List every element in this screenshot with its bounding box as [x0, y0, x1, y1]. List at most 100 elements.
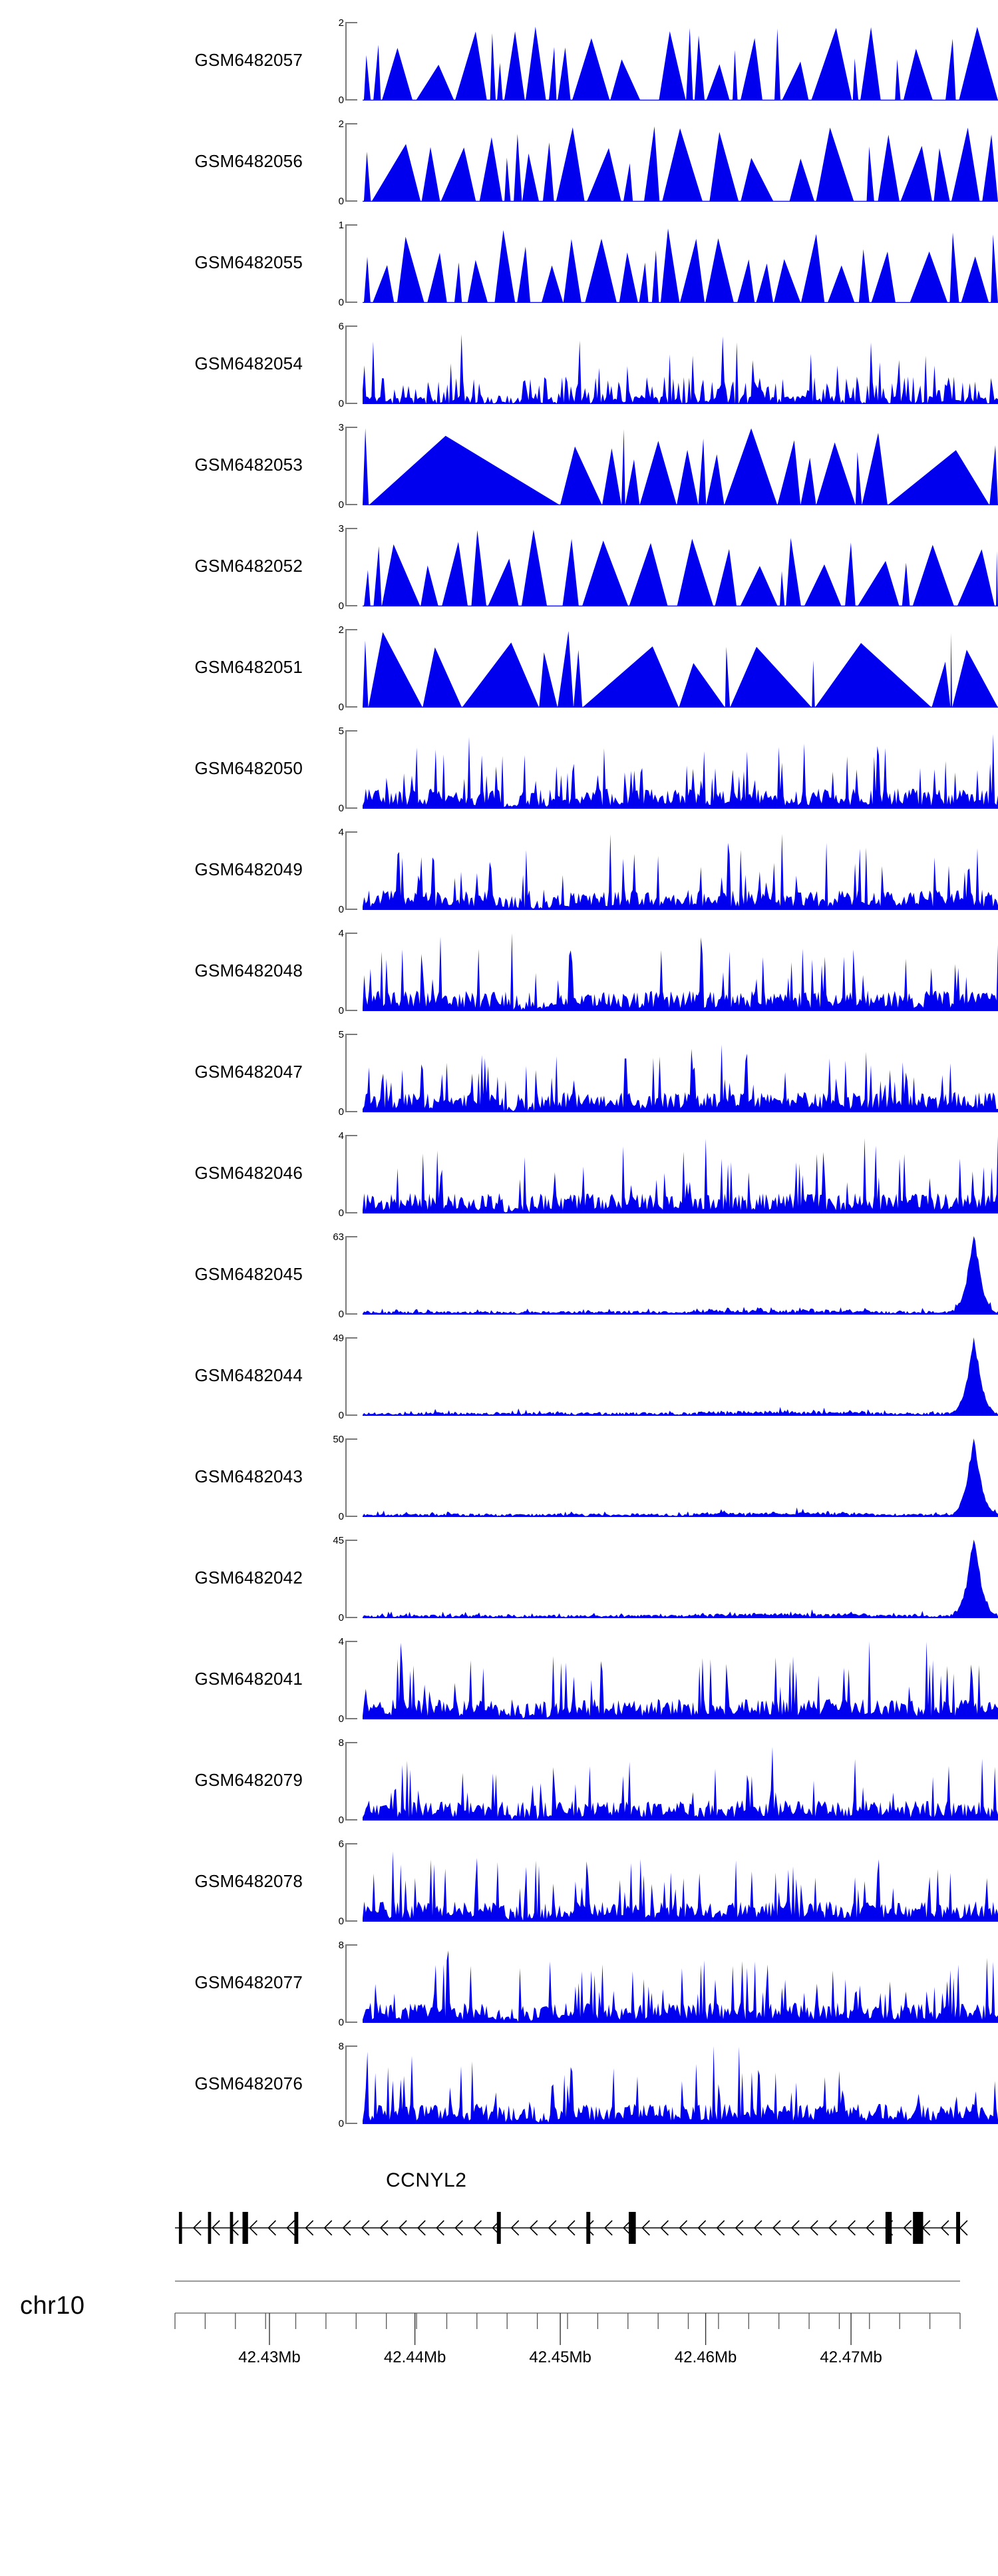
y-axis-max-label: 3 — [338, 422, 344, 433]
track-label-GSM6482047: GSM6482047 — [194, 1062, 303, 1082]
y-axis: 63 0 — [306, 1232, 363, 1319]
coverage-signal — [363, 126, 998, 202]
coverage-plot-area[interactable] — [363, 1236, 998, 1315]
y-axis-min-label: 0 — [338, 600, 344, 612]
coverage-track[interactable]: GSM6482048 4 0 — [0, 929, 998, 1016]
y-axis-max-label: 4 — [338, 827, 344, 838]
track-label-GSM6482046: GSM6482046 — [194, 1163, 303, 1183]
coverage-track[interactable]: GSM6482055 1 0 — [0, 220, 998, 308]
y-axis-min-label: 0 — [338, 1207, 344, 1219]
y-axis-bracket — [345, 1135, 359, 1213]
coverage-plot-area[interactable] — [363, 1034, 998, 1112]
y-axis-bracket — [345, 1540, 359, 1618]
coverage-track[interactable]: GSM6482050 5 0 — [0, 726, 998, 813]
coverage-track[interactable]: GSM6482044 49 0 — [0, 1333, 998, 1420]
coverage-plot-area[interactable] — [363, 831, 998, 910]
coverage-plot-area[interactable] — [363, 1540, 998, 1618]
coverage-track[interactable]: GSM6482042 45 0 — [0, 1536, 998, 1623]
y-axis-min-label: 0 — [338, 1612, 344, 1623]
coverage-track[interactable]: GSM6482043 50 0 — [0, 1434, 998, 1522]
coverage-plot-area[interactable] — [363, 1337, 998, 1416]
coverage-plot-area[interactable] — [363, 427, 998, 505]
coverage-plot-area[interactable] — [363, 123, 998, 202]
track-label-GSM6482045: GSM6482045 — [194, 1264, 303, 1284]
y-axis-min-label: 0 — [338, 904, 344, 915]
coverage-plot-area[interactable] — [363, 224, 998, 303]
y-axis-min-label: 0 — [338, 1106, 344, 1118]
y-axis: 49 0 — [306, 1333, 363, 1420]
coverage-track[interactable]: GSM6482078 6 0 — [0, 1839, 998, 1926]
genome-coordinate-axis[interactable]: chr10 42.43Mb 42.44Mb 42.45Mb 42.46Mb 42.47Mb — [0, 2276, 998, 2409]
coverage-signal — [363, 334, 998, 404]
coverage-plot-area[interactable] — [363, 325, 998, 404]
coverage-plot-area[interactable] — [363, 1438, 998, 1517]
y-axis: 50 0 — [306, 1434, 363, 1522]
gene-model[interactable] — [0, 2204, 998, 2251]
coverage-track[interactable]: GSM6482077 8 0 — [0, 1940, 998, 2028]
coverage-track[interactable]: GSM6482056 2 0 — [0, 119, 998, 206]
coverage-plot-area[interactable] — [363, 1742, 998, 1821]
y-axis-max-label: 6 — [338, 321, 344, 332]
y-axis-bracket — [345, 325, 359, 404]
y-axis-min-label: 0 — [338, 297, 344, 308]
y-axis-max-label: 2 — [338, 17, 344, 29]
coverage-plot-area[interactable] — [363, 1135, 998, 1213]
y-axis-bracket — [345, 224, 359, 303]
coverage-track[interactable]: GSM6482049 4 0 — [0, 827, 998, 915]
coverage-signal — [363, 228, 998, 303]
coverage-track[interactable]: GSM6482047 5 0 — [0, 1030, 998, 1117]
coverage-track[interactable]: GSM6482051 2 0 — [0, 625, 998, 712]
coverage-signal — [363, 1236, 998, 1315]
y-axis-bracket — [345, 427, 359, 505]
y-axis-bracket — [345, 1236, 359, 1315]
y-axis-max-label: 4 — [338, 1636, 344, 1647]
y-axis-min-label: 0 — [338, 1511, 344, 1522]
y-axis-max-label: 63 — [333, 1231, 344, 1243]
y-axis-bracket — [345, 1337, 359, 1416]
track-label-GSM6482078: GSM6482078 — [194, 1871, 303, 1891]
coverage-track[interactable]: GSM6482054 6 0 — [0, 321, 998, 409]
coverage-plot-area[interactable] — [363, 1944, 998, 2023]
axis-tick-label: 42.46Mb — [675, 2348, 737, 2366]
coverage-track[interactable]: GSM6482046 4 0 — [0, 1131, 998, 1218]
y-axis-max-label: 49 — [333, 1333, 344, 1344]
coverage-plot-area[interactable] — [363, 2045, 998, 2124]
chromosome-label: chr10 — [20, 2292, 85, 2320]
coverage-plot-area[interactable] — [363, 1641, 998, 1719]
coverage-plot-area[interactable] — [363, 730, 998, 809]
coverage-plot-area[interactable] — [363, 528, 998, 606]
coverage-plot-area[interactable] — [363, 933, 998, 1011]
y-axis-bracket — [345, 123, 359, 202]
y-axis-min-label: 0 — [338, 1916, 344, 1927]
y-axis-min-label: 0 — [338, 1005, 344, 1016]
coverage-track[interactable]: GSM6482057 2 0 — [0, 18, 998, 105]
coverage-track[interactable]: GSM6482076 8 0 — [0, 2041, 998, 2129]
axis-tick-label: 42.44Mb — [384, 2348, 446, 2366]
coverage-plot-area[interactable] — [363, 629, 998, 708]
y-axis-max-label: 5 — [338, 726, 344, 737]
y-axis-max-label: 5 — [338, 1029, 344, 1040]
coverage-track[interactable]: GSM6482041 4 0 — [0, 1637, 998, 1724]
coverage-plot-area[interactable] — [363, 1843, 998, 1922]
y-axis-min-label: 0 — [338, 1410, 344, 1421]
track-label-GSM6482054: GSM6482054 — [194, 353, 303, 373]
track-label-GSM6482053: GSM6482053 — [194, 455, 303, 475]
axis-ruler[interactable]: 42.43Mb 42.44Mb 42.45Mb 42.46Mb 42.47Mb — [0, 2276, 998, 2369]
coverage-track[interactable]: GSM6482052 3 0 — [0, 524, 998, 611]
coverage-plot-area[interactable] — [363, 22, 998, 101]
coverage-track[interactable]: GSM6482045 63 0 — [0, 1232, 998, 1319]
gene-annotation-track[interactable]: CCNYL2 — [0, 2169, 998, 2269]
coverage-track[interactable]: GSM6482053 3 0 — [0, 423, 998, 510]
coverage-track[interactable]: GSM6482079 8 0 — [0, 1738, 998, 1825]
track-label-GSM6482077: GSM6482077 — [194, 1972, 303, 1992]
y-axis-min-label: 0 — [338, 398, 344, 409]
track-label-GSM6482051: GSM6482051 — [194, 657, 303, 677]
